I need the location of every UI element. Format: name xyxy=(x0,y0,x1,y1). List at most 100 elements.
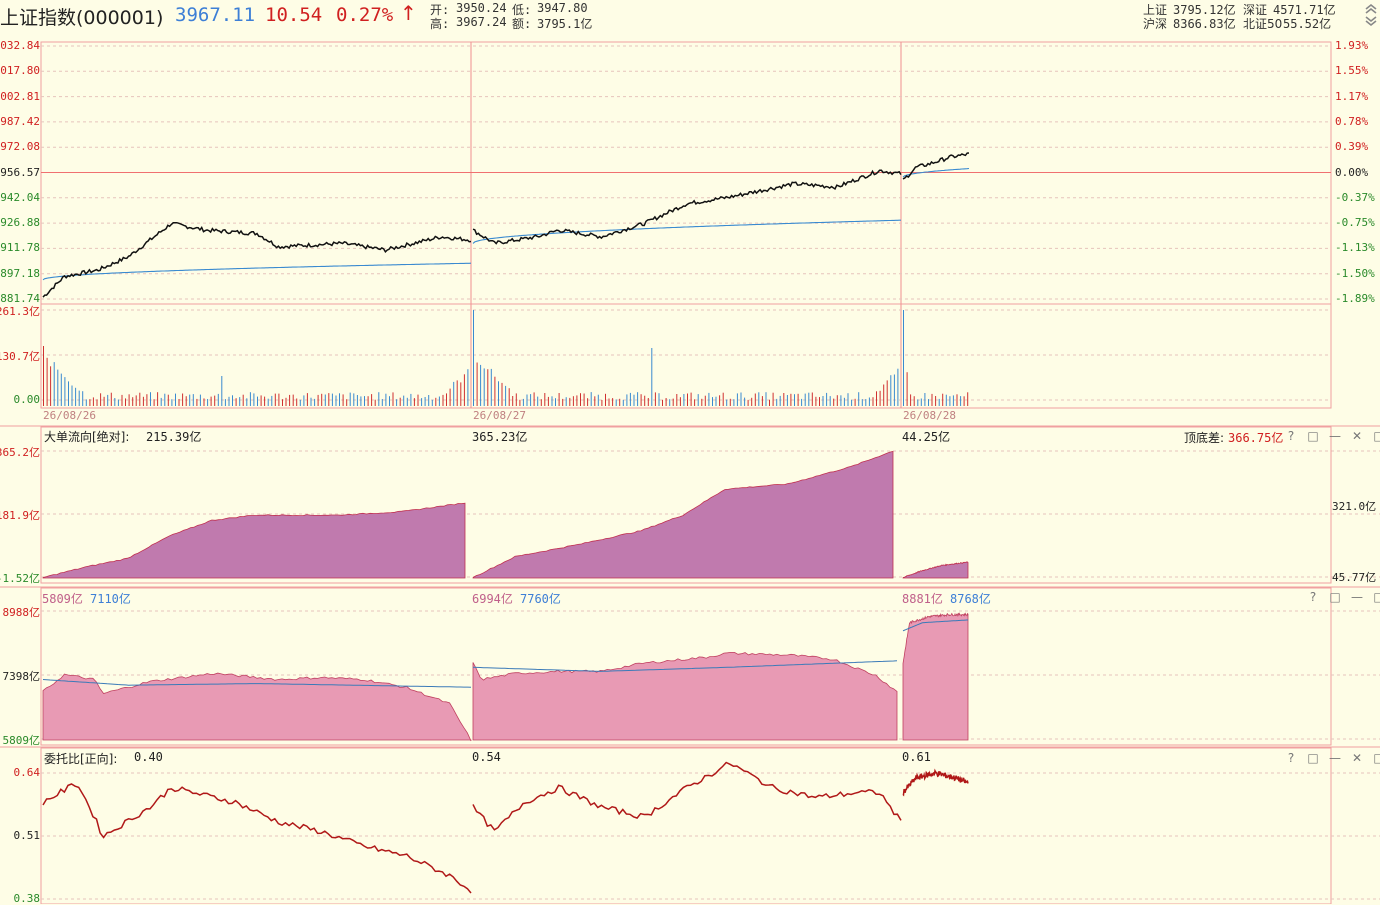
volume-bar xyxy=(167,394,169,406)
volume-bar xyxy=(662,399,663,406)
volume-bar xyxy=(196,398,198,406)
volume-bar xyxy=(612,398,614,406)
restore-icon[interactable]: □ xyxy=(1307,751,1319,765)
restore-icon[interactable]: □ xyxy=(1373,590,1380,604)
volume-bar xyxy=(207,399,209,406)
volume-bar xyxy=(64,377,66,406)
volume-bar xyxy=(647,398,649,406)
volume-bar xyxy=(494,376,496,406)
volume-bar xyxy=(858,392,860,406)
volume-bar xyxy=(242,394,244,406)
volume-bar xyxy=(385,393,387,406)
volume-bar xyxy=(893,374,895,406)
hs-label: 沪深 xyxy=(1143,17,1168,31)
volume-bar xyxy=(221,376,223,406)
volume-bar xyxy=(865,399,867,406)
help-icon[interactable]: ? xyxy=(1309,590,1317,604)
ratio-line xyxy=(472,761,902,831)
volume-bar xyxy=(299,399,301,406)
volume-bar xyxy=(353,393,355,406)
panel-border xyxy=(40,747,1332,904)
volume-bar xyxy=(157,392,159,406)
volume-bar xyxy=(274,393,276,406)
volume-bar xyxy=(199,394,201,406)
axis-tick-label: -1.89% xyxy=(1335,292,1375,305)
volume-bar xyxy=(438,396,440,406)
volume-bar xyxy=(431,399,433,406)
volume-bar xyxy=(917,399,919,406)
restore-icon[interactable]: □ xyxy=(1329,590,1341,604)
volume-bar xyxy=(189,394,191,406)
volume-bar xyxy=(364,396,365,406)
amount-area xyxy=(472,652,898,741)
volume-bar xyxy=(442,394,444,406)
volume-bar xyxy=(508,388,510,406)
volume-bar xyxy=(679,397,681,406)
close-icon[interactable]: ✕ xyxy=(1351,751,1363,765)
restore-icon[interactable]: □ xyxy=(1373,429,1380,443)
volume-bar xyxy=(306,393,308,406)
up-arrow-icon: ↑ xyxy=(400,1,417,25)
volume-bar xyxy=(175,393,176,406)
restore-icon[interactable]: □ xyxy=(1373,751,1380,765)
volume-bar xyxy=(381,399,383,406)
amount-area xyxy=(42,672,472,742)
volume-bar xyxy=(317,394,319,406)
volume-bar xyxy=(356,395,358,406)
volume-bar xyxy=(239,397,241,406)
volume-bar xyxy=(403,395,405,406)
volume-bar xyxy=(285,397,287,406)
volume-bar xyxy=(278,393,280,406)
volume-bar xyxy=(321,393,323,406)
volume-bar xyxy=(246,398,248,406)
volume-bar xyxy=(769,399,770,406)
volume-bar xyxy=(374,399,376,406)
expand-chevron-icon[interactable] xyxy=(1364,2,1378,28)
restore-icon[interactable]: □ xyxy=(1307,429,1319,443)
volume-bar xyxy=(886,380,888,406)
volume-bar xyxy=(665,398,667,406)
volume-bar xyxy=(779,395,781,406)
ratio-panel-controls: ? □ — ✕ □ xyxy=(1284,751,1380,765)
volume-bar xyxy=(43,346,44,406)
volume-bar xyxy=(342,394,344,406)
minimize-icon[interactable]: — xyxy=(1329,751,1341,765)
volume-bar xyxy=(794,394,795,406)
volume-bar xyxy=(819,397,820,406)
volume-bar xyxy=(801,398,803,406)
volume-bar xyxy=(128,394,130,406)
volume-bar xyxy=(410,393,412,406)
help-icon[interactable]: ? xyxy=(1287,429,1295,443)
volume-bar xyxy=(371,394,373,406)
close-icon[interactable]: ✕ xyxy=(1351,429,1363,443)
volume-bar xyxy=(942,393,944,406)
volume-bar xyxy=(590,392,592,406)
volume-bar xyxy=(733,399,735,406)
volume-bar xyxy=(512,396,514,406)
volume-bar xyxy=(121,394,123,406)
volume-bar xyxy=(722,392,724,406)
sz-label: 深证 xyxy=(1243,3,1268,17)
volume-bar xyxy=(267,398,269,406)
axis-tick-label: -0.37% xyxy=(1335,190,1375,204)
volume-bar xyxy=(872,397,874,406)
help-icon[interactable]: ? xyxy=(1287,751,1295,765)
volume-bar xyxy=(783,393,785,406)
volume-bar xyxy=(424,397,426,406)
volume-bar xyxy=(303,395,305,406)
grid-layer xyxy=(0,41,1380,904)
minimize-icon[interactable]: — xyxy=(1351,590,1363,604)
volume-bar xyxy=(296,398,298,406)
volume-bar xyxy=(224,399,226,406)
volume-bar xyxy=(490,368,492,406)
volume-bar xyxy=(135,395,137,406)
volume-bar xyxy=(704,395,706,406)
minimize-icon[interactable]: — xyxy=(1329,429,1341,443)
axis-tick-label: 26/08/26 xyxy=(43,409,96,422)
volume-bar xyxy=(903,310,904,406)
open-label: 开: xyxy=(430,3,450,17)
volume-bar xyxy=(565,397,567,406)
axis-tick-label: 0.00% xyxy=(1335,165,1369,179)
volume-bar xyxy=(540,399,542,406)
